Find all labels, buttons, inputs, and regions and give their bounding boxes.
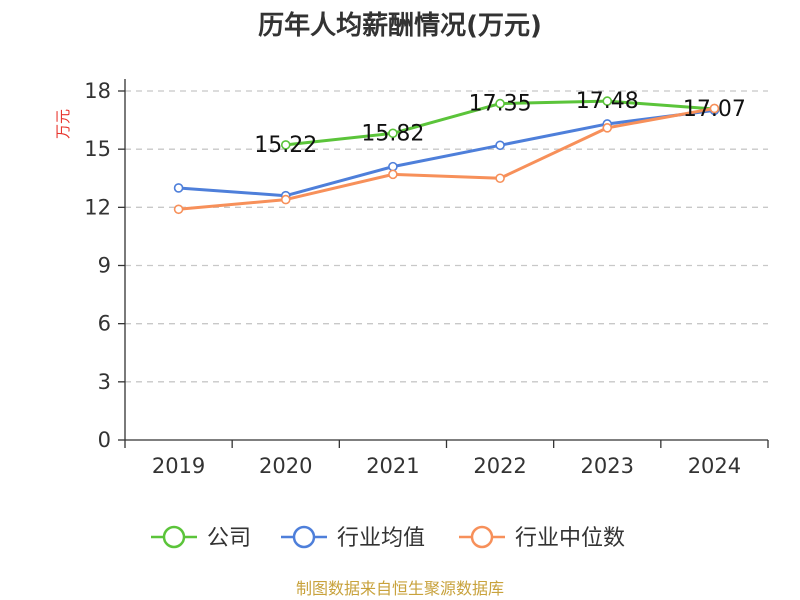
point-0-2021 (388, 128, 398, 139)
data-labels: 15.22 15.82 17.35 17.48 17.07 (254, 89, 746, 158)
legend-item-2[interactable]: 行业中位数 (459, 525, 625, 551)
y-tick-label-9: 9 (98, 254, 111, 278)
series-lines (173, 96, 720, 215)
grid-lines (125, 90, 768, 383)
x-tick-label-2022: 2022 (473, 454, 526, 478)
data-label-2021: 15.82 (361, 121, 424, 146)
legend-item-1[interactable]: 行业均值 (281, 525, 425, 551)
point-2-2021 (388, 169, 398, 180)
y-tick-label-12: 12 (84, 195, 111, 219)
legend-label-0: 公司 (207, 526, 251, 551)
series-line-1 (178, 108, 715, 198)
x-tick-label-2019: 2019 (152, 454, 205, 478)
point-2-2024 (709, 103, 720, 114)
x-tick-label-2024: 2024 (688, 454, 741, 478)
data-label-2022: 17.35 (469, 92, 532, 117)
y-tick-label-15: 15 (84, 137, 111, 161)
legend-label-2: 行业中位数 (515, 526, 625, 551)
legend-item-0[interactable]: 公司 (151, 525, 251, 551)
point-1-2022 (495, 140, 505, 151)
axes: 0 3 6 9 12 15 18 2019 2020 2021 2022 2023 2024 (84, 79, 769, 478)
point-0-2022 (495, 98, 505, 109)
data-label-2024: 17.07 (683, 97, 746, 122)
data-label-2020: 15.22 (254, 133, 317, 158)
legend-label-1: 行业均值 (337, 526, 425, 551)
legend-swatch-marker-1 (292, 525, 316, 549)
legend-swatch-marker-2 (470, 525, 494, 549)
point-2-2020 (280, 194, 291, 205)
legend[interactable]: 公司 行业均值 行业中位数 (151, 525, 625, 551)
y-axis-label: 万元 (54, 109, 72, 139)
y-tick-label-3: 3 (98, 370, 111, 394)
x-tick-label-2023: 2023 (581, 454, 634, 478)
y-tick-label-18: 18 (84, 79, 111, 103)
point-0-2020 (280, 140, 291, 150)
x-tick-label-2021: 2021 (366, 454, 419, 478)
series-line-2 (178, 106, 715, 211)
data-label-2023: 17.48 (576, 89, 639, 114)
point-1-2021 (388, 161, 398, 172)
point-2-2019 (173, 204, 184, 215)
y-tick-label-0: 0 (98, 428, 111, 452)
point-0-2023 (602, 96, 613, 106)
point-2-2023 (602, 123, 613, 133)
chart-title: 历年人均薪酬情况(万元) (258, 10, 542, 41)
x-tick-label-2020: 2020 (259, 454, 312, 478)
y-tick-label-6: 6 (98, 312, 111, 336)
point-2-2022 (495, 173, 505, 184)
data-source: 制图数据来自恒生聚源数据库 (296, 579, 504, 598)
point-1-2019 (173, 183, 184, 193)
legend-swatch-marker-0 (162, 525, 186, 549)
